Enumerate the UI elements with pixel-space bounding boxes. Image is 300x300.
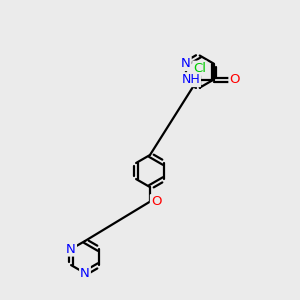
Text: NH: NH [181,73,200,86]
Text: Cl: Cl [193,62,206,75]
Text: O: O [230,73,240,86]
Text: O: O [151,195,161,208]
Text: N: N [181,57,191,70]
Text: N: N [80,267,90,280]
Text: N: N [66,242,76,256]
